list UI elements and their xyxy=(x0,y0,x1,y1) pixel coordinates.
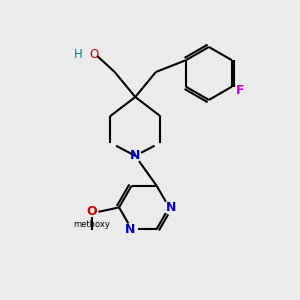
Text: N: N xyxy=(125,223,135,236)
Text: F: F xyxy=(236,84,244,97)
Text: N: N xyxy=(165,201,176,214)
Text: methoxy: methoxy xyxy=(74,220,110,229)
Text: O: O xyxy=(89,48,99,61)
Text: N: N xyxy=(130,149,140,162)
Text: H: H xyxy=(74,48,82,61)
Text: O: O xyxy=(87,205,97,218)
